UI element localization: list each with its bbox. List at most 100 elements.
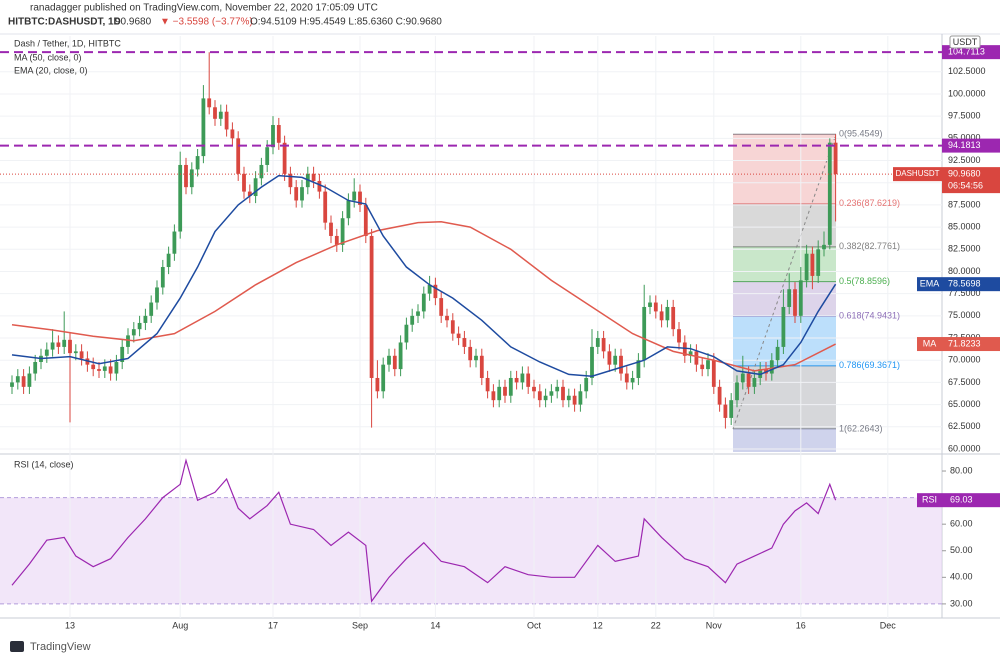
y-tick-label: 65.0000 xyxy=(948,399,981,409)
x-tick-label: Oct xyxy=(527,620,542,630)
candle-body xyxy=(102,366,107,371)
chart-title: Dash / Tether, 1D, HITBTC xyxy=(14,38,121,48)
candle-body xyxy=(21,376,26,387)
candle-body xyxy=(363,204,368,236)
candle-body xyxy=(265,147,270,165)
y-tick-label: 92.5000 xyxy=(948,155,981,165)
x-tick-label: 22 xyxy=(651,620,661,630)
candle-body xyxy=(468,346,473,361)
candle-body xyxy=(242,173,246,192)
fib-band xyxy=(733,246,836,282)
candle-body xyxy=(178,164,183,232)
candle-body xyxy=(323,191,328,223)
candle-body xyxy=(282,142,287,174)
fib-band xyxy=(733,203,836,247)
candle-body xyxy=(421,293,426,312)
candle-body xyxy=(578,391,583,405)
candle-body xyxy=(758,369,763,378)
x-tick-label: 12 xyxy=(593,620,603,630)
candle-body xyxy=(746,373,751,387)
candle-body xyxy=(10,382,14,387)
candle-body xyxy=(189,169,194,188)
y-tick-label: 77.5000 xyxy=(948,288,981,298)
candle-body xyxy=(613,355,618,365)
candle-body xyxy=(276,125,281,143)
fib-label: 0(95.4549) xyxy=(839,129,883,139)
candle-body xyxy=(73,351,78,354)
candle-body xyxy=(213,107,217,119)
candle-body xyxy=(201,98,206,157)
candle-body xyxy=(126,335,130,347)
x-tick-label: Aug xyxy=(172,620,188,630)
candle-body xyxy=(566,395,571,401)
candle-body xyxy=(27,373,32,387)
candle-body xyxy=(230,129,235,139)
candle-body xyxy=(33,362,38,374)
symbol: HITBTC:DASHUSDT, 1D xyxy=(8,17,121,28)
candle-body xyxy=(798,280,803,316)
candle-body xyxy=(247,191,252,197)
y-tick-label: 80.00 xyxy=(950,465,973,475)
y-tick-label: 75.0000 xyxy=(948,310,981,320)
candle-body xyxy=(398,342,403,370)
candle-body xyxy=(648,302,652,307)
candle-body xyxy=(166,253,171,268)
candle-body xyxy=(642,306,647,361)
price-badge-label: 90.9680 xyxy=(948,168,981,178)
badge-label: EMA xyxy=(920,279,940,289)
candle-body xyxy=(50,342,55,350)
candle-body xyxy=(456,333,461,339)
candle-body xyxy=(259,164,264,179)
candle-body xyxy=(474,355,478,361)
candle-body xyxy=(317,180,322,192)
candle-body xyxy=(334,235,339,245)
candle-body xyxy=(503,386,507,396)
candle-body xyxy=(543,395,548,401)
candle-body xyxy=(491,391,496,401)
candle-body xyxy=(706,360,710,370)
candle-body xyxy=(549,391,554,396)
fib-trend xyxy=(732,134,837,430)
candle-body xyxy=(311,173,316,181)
candle-body xyxy=(822,244,826,250)
y-tick-label: 102.5000 xyxy=(948,66,986,76)
candle-body xyxy=(514,377,519,383)
fib-label: 1(62.2643) xyxy=(839,423,883,433)
badge-label: DASHUSDT xyxy=(895,169,939,178)
fib-label: 0.382(82.7761) xyxy=(839,241,900,251)
candle-body xyxy=(404,324,409,343)
candle-body xyxy=(329,222,333,236)
candle-body xyxy=(300,187,304,201)
candle-body xyxy=(532,386,536,392)
y-tick-label: 80.0000 xyxy=(948,266,981,276)
candle-body xyxy=(723,404,728,418)
candle-body xyxy=(677,329,681,343)
candle-body xyxy=(793,289,797,316)
candle-body xyxy=(508,377,513,396)
y-tick-label: 67.5000 xyxy=(948,377,981,387)
candle-body xyxy=(735,382,739,401)
candle-body xyxy=(288,173,293,188)
candle-body xyxy=(207,98,212,108)
badge-label: RSI xyxy=(922,495,937,505)
price-badge xyxy=(942,337,1000,352)
price-badge xyxy=(942,167,1000,194)
badge-label: MA xyxy=(923,338,937,348)
candle-body xyxy=(711,360,716,387)
price-badge-label: 71.8233 xyxy=(948,338,981,348)
candle-body xyxy=(131,329,136,336)
candle-body xyxy=(781,306,786,347)
candle-body xyxy=(271,125,275,148)
candle-body xyxy=(375,377,380,392)
candle-body xyxy=(665,306,670,321)
currency: USDT xyxy=(953,37,978,47)
candle-body xyxy=(810,253,815,276)
candle-body xyxy=(752,377,757,387)
candle-body xyxy=(561,386,565,401)
y-tick-label: 50.00 xyxy=(950,545,973,555)
candle-body xyxy=(636,360,641,378)
indicator-line xyxy=(11,221,836,372)
candle-body xyxy=(392,355,397,370)
price-badge xyxy=(942,493,1000,508)
